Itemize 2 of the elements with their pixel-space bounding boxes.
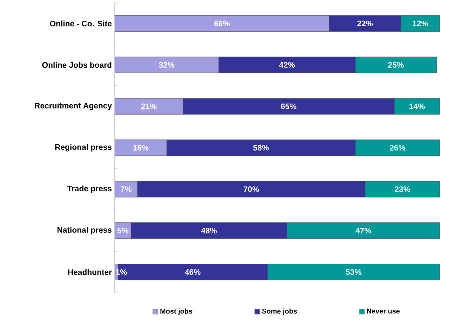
bar [115,16,330,32]
bar [115,56,220,74]
